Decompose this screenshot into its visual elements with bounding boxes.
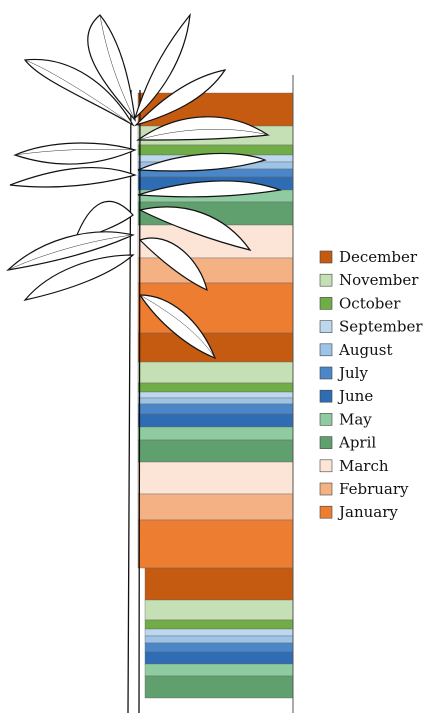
legend-label: July <box>337 364 368 382</box>
legend-label: June <box>337 387 373 405</box>
legend-swatch <box>320 321 332 333</box>
legend-label: May <box>339 410 372 428</box>
month-band <box>138 414 293 427</box>
legend-swatch <box>320 367 332 379</box>
legend-label: September <box>339 318 423 336</box>
month-band <box>138 440 293 462</box>
month-band <box>138 392 293 398</box>
legend: December November October September August Ju… <box>320 248 423 521</box>
month-band <box>138 404 293 414</box>
month-band <box>145 676 293 698</box>
month-band <box>138 427 293 440</box>
legend-swatch <box>320 413 332 425</box>
legend-label: December <box>339 248 418 266</box>
legend-label: November <box>339 271 419 289</box>
month-band <box>138 258 293 283</box>
month-band <box>145 664 293 676</box>
month-band <box>145 600 293 620</box>
month-band <box>138 494 293 520</box>
legend-label: August <box>338 341 392 359</box>
legend-label: February <box>339 480 409 498</box>
month-band <box>145 643 293 652</box>
legend-swatch <box>320 297 332 309</box>
legend-label: April <box>338 434 376 452</box>
month-band <box>138 398 293 404</box>
figure: December November October September August Ju… <box>0 0 436 713</box>
legend-swatch <box>320 460 332 472</box>
legend-swatch <box>320 437 332 449</box>
legend-label: October <box>339 294 401 312</box>
month-band <box>145 629 293 636</box>
legend-swatch <box>320 390 332 402</box>
month-band <box>138 362 293 383</box>
legend-label: January <box>337 503 398 521</box>
legend-swatch <box>320 344 332 356</box>
month-band <box>145 652 293 664</box>
month-band <box>138 462 293 494</box>
month-band <box>145 568 293 600</box>
month-band <box>138 520 293 568</box>
month-band <box>145 620 293 629</box>
legend-label: March <box>339 457 389 475</box>
legend-swatch <box>320 506 332 518</box>
month-band <box>145 636 293 643</box>
legend-swatch <box>320 274 332 286</box>
legend-swatch <box>320 251 332 263</box>
legend-swatch <box>320 483 332 495</box>
month-band <box>138 383 293 392</box>
